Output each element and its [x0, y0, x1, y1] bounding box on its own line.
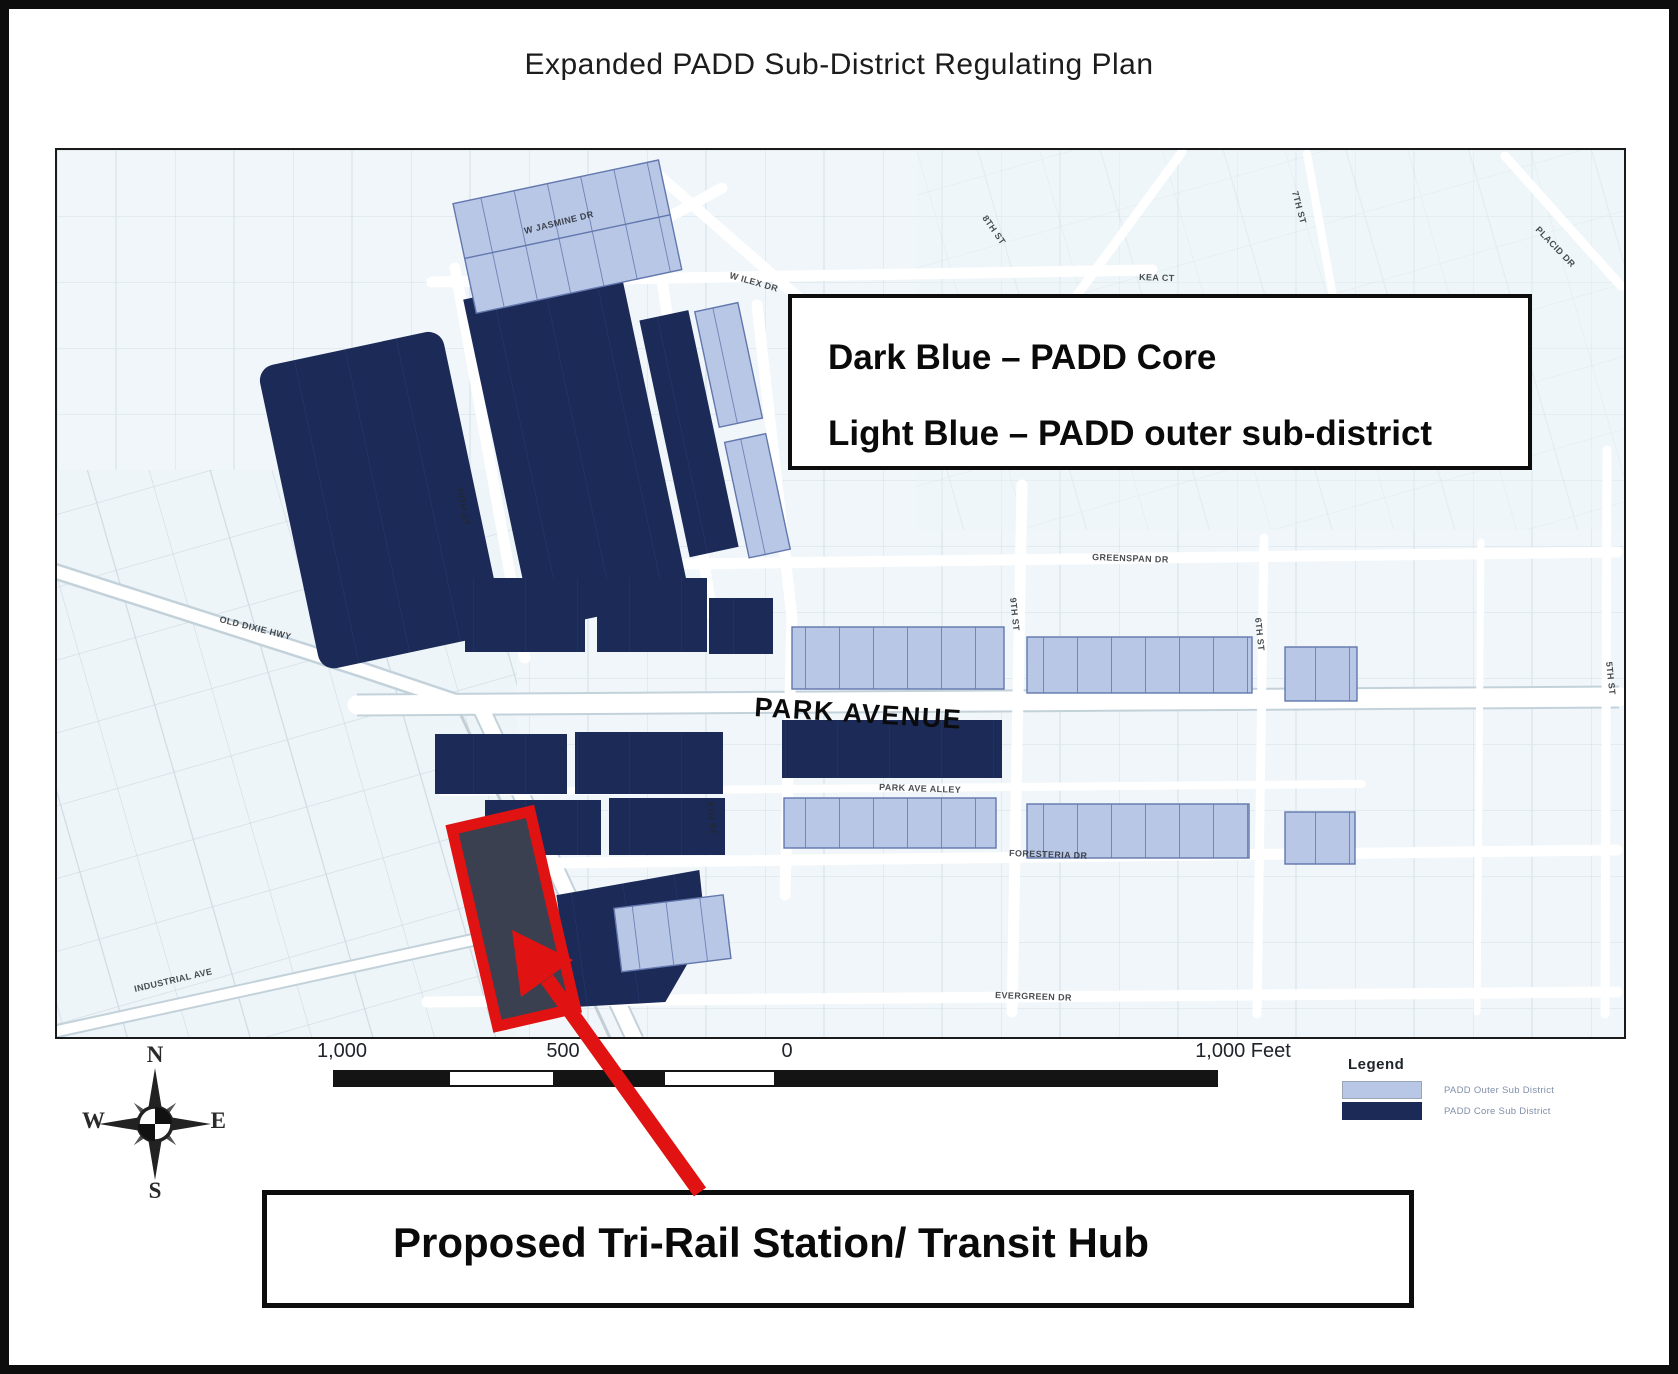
legend: Legend PADD Outer Sub District PADD Core… [1342, 1056, 1592, 1123]
legend-item-outer: PADD Outer Sub District [1342, 1081, 1592, 1099]
streets [57, 150, 1624, 1037]
regulating-plan-map: PARK AVENUE W JASMINE DR W ILEX DR KEA CT 8… [55, 148, 1626, 1039]
scale-bar [333, 1070, 1218, 1087]
scale-label-1000-feet: 1,000 Feet [1195, 1040, 1291, 1062]
legend-title: Legend [1348, 1056, 1405, 1073]
compass-rose: N S W E [80, 1042, 230, 1203]
street-label-5th-st: 5TH ST [1604, 661, 1617, 695]
legend-swatch-core [1342, 1102, 1422, 1120]
scale-segment [663, 1070, 776, 1087]
legend-label-core: PADD Core Sub District [1444, 1105, 1551, 1117]
scale-label-500: 500 [546, 1040, 580, 1062]
station-callout-label: Proposed Tri-Rail Station/ Transit Hub [393, 1219, 1150, 1266]
color-key-callout-box: Dark Blue – PADD Core Light Blue – PADD … [788, 294, 1532, 470]
street-label-foresteria-dr: FORESTERIA DR [1009, 848, 1088, 861]
scale-segment [776, 1070, 1218, 1087]
street-label-greenspan-dr: GREENSPAN DR [1092, 552, 1169, 565]
padd-core-blocks [259, 266, 1002, 1008]
base-parcel-fabric [57, 150, 1624, 1037]
legend-label-outer: PADD Outer Sub District [1444, 1084, 1555, 1096]
compass-star-icon [99, 1068, 211, 1180]
map-svg: PARK AVENUE W JASMINE DRW ILEX DR KEA CT8… [57, 150, 1624, 1037]
station-callout-box: Proposed Tri-Rail Station/ Transit Hub [262, 1190, 1414, 1308]
padd-outer-blocks [452, 159, 1358, 973]
page-title: Expanded PADD Sub-District Regulating Pl… [524, 48, 1154, 81]
color-key-line-light: Light Blue – PADD outer sub-district [828, 414, 1433, 453]
compass-east-label: E [210, 1108, 226, 1133]
scale-segment [333, 1070, 448, 1087]
color-key-line-dark: Dark Blue – PADD Core [828, 338, 1217, 377]
street-label-6th-st: 6TH ST [1253, 617, 1266, 651]
street-label-8th-st: 8TH ST [705, 801, 718, 835]
compass-north-label: N [146, 1042, 164, 1067]
street-label-evergreen-dr: EVERGREEN DR [995, 990, 1072, 1003]
scale-segment [555, 1070, 663, 1087]
scale-label-0: 0 [781, 1040, 793, 1062]
street-label-kea-ct: KEA CT [1139, 272, 1175, 283]
legend-item-core: PADD Core Sub District [1342, 1102, 1592, 1120]
compass-west-label: W [82, 1108, 105, 1133]
scale-segment [448, 1070, 555, 1087]
street-label-park-ave-alley: PARK AVE ALLEY [879, 782, 961, 795]
compass-south-label: S [148, 1178, 162, 1203]
scale-label-1000-left: 1,000 [316, 1040, 368, 1062]
street-label-9th-st: 9TH ST [1008, 597, 1021, 631]
legend-swatch-outer [1342, 1081, 1422, 1099]
